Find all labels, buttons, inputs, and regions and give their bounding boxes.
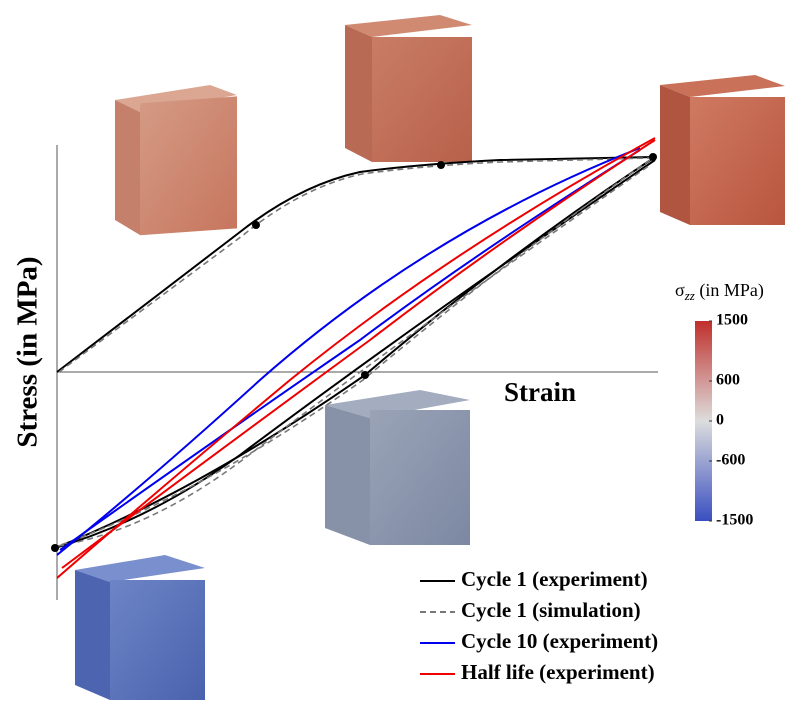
colorbar-tick-label: -1500 — [716, 512, 753, 529]
legend-label: Cycle 1 (experiment) — [461, 567, 648, 591]
cube — [75, 555, 205, 700]
point — [252, 221, 260, 229]
point — [361, 371, 369, 379]
cube — [660, 75, 785, 225]
legend: Cycle 1 (experiment) Cycle 1 (simulation)… — [420, 567, 658, 684]
figure: Strain Stress (in MPa) σzz (in MPa) 1500… — [0, 0, 806, 715]
y-axis-label: Stress (in MPa) — [12, 256, 44, 447]
colorbar-tick-label: 600 — [716, 372, 740, 389]
point — [51, 544, 59, 552]
legend-label: Half life (experiment) — [461, 660, 655, 684]
colorbar-tick-label: -600 — [716, 452, 745, 469]
x-axis-label: Strain — [504, 377, 576, 407]
cube — [115, 85, 237, 235]
legend-label: Cycle 1 (simulation) — [461, 598, 641, 622]
point — [649, 153, 657, 161]
cube — [345, 15, 472, 162]
point — [437, 161, 445, 169]
colorbar-tick-label: 0 — [716, 412, 724, 429]
colorbar-ticks: 1500 600 0 -600 -1500 — [709, 312, 753, 529]
colorbar-tick-label: 1500 — [716, 312, 748, 329]
legend-label: Cycle 10 (experiment) — [461, 629, 658, 653]
cube — [325, 390, 470, 545]
colorbar-label: σzz (in MPa) — [675, 280, 764, 303]
